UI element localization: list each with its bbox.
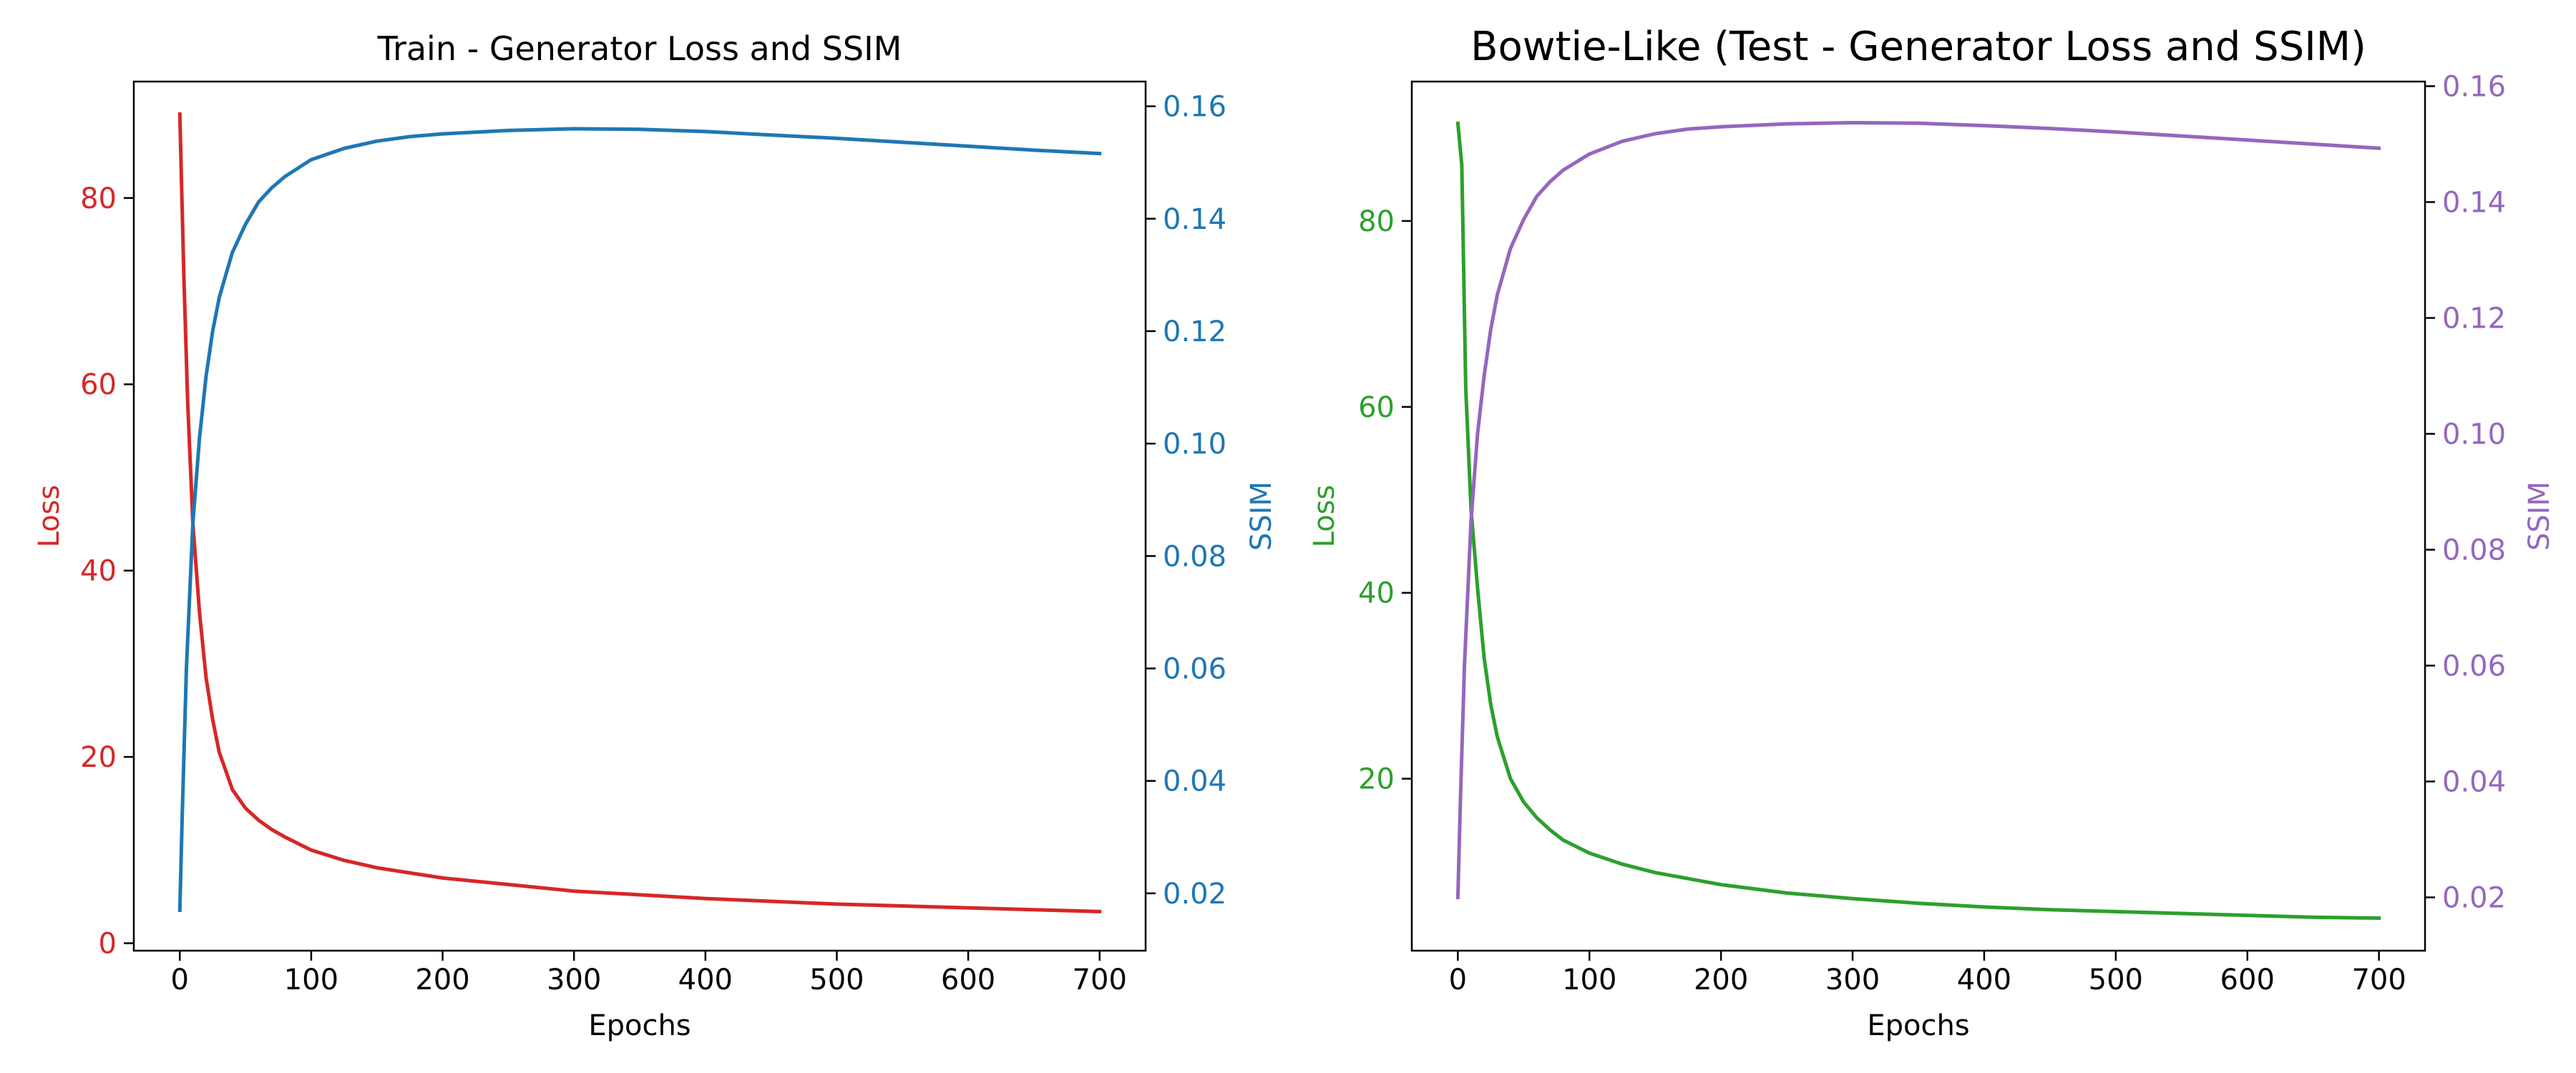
y-right-tick-label: 0.04 bbox=[1163, 765, 1226, 798]
y-right-tick-label: 0.10 bbox=[2442, 418, 2506, 451]
series-line-left-2 bbox=[1455, 121, 2381, 921]
x-tick-label: 200 bbox=[1694, 964, 1748, 996]
y-right-tick-label: 0.14 bbox=[2442, 186, 2506, 219]
x-axis-label: Epochs bbox=[588, 1009, 691, 1042]
plot-frame bbox=[1410, 80, 2426, 952]
chart-title: Bowtie-Like (Test - Generator Loss and S… bbox=[1470, 24, 2366, 70]
y-left-axis-label: Loss bbox=[1308, 485, 1341, 548]
x-tick-label: 400 bbox=[1957, 964, 2011, 996]
y-right-tick-label: 0.06 bbox=[2442, 650, 2506, 682]
x-tick-label: 300 bbox=[1825, 964, 1880, 996]
y-right-tick-label: 0.04 bbox=[2442, 765, 2506, 798]
y-left-axis-label: Loss bbox=[33, 485, 66, 548]
x-tick-label: 0 bbox=[171, 964, 189, 996]
x-tick-label: 100 bbox=[1562, 964, 1616, 996]
series-line-right-2 bbox=[1455, 121, 2381, 900]
x-tick-label: 400 bbox=[678, 964, 733, 996]
chart-1: 0 100 200 300 400 500 600 700 0 20 40 60 80 0.02 0.04 0… bbox=[33, 29, 1278, 1042]
y-left-tick-label: 80 bbox=[1358, 205, 1395, 238]
y-right-tick-label: 0.08 bbox=[2442, 534, 2506, 567]
x-tick-label: 0 bbox=[1449, 964, 1467, 996]
y-right-tick-label: 0.12 bbox=[2442, 302, 2506, 335]
y-right-tick-label: 0.02 bbox=[1163, 878, 1226, 911]
x-tick-label: 600 bbox=[2220, 964, 2275, 996]
series-line-left-1 bbox=[177, 112, 1102, 913]
x-axis-label: Epochs bbox=[1867, 1009, 1969, 1042]
y-right-tick-label: 0.14 bbox=[1163, 203, 1226, 236]
x-tick-label: 700 bbox=[2351, 964, 2406, 996]
y-right-tick-label: 0.08 bbox=[1163, 540, 1226, 573]
x-tick-label: 200 bbox=[415, 964, 469, 996]
y-left-tick-label: 60 bbox=[1358, 391, 1395, 424]
y-left-tick-label: 40 bbox=[1358, 577, 1395, 610]
plot-frame bbox=[132, 80, 1147, 952]
x-tick-label: 700 bbox=[1073, 964, 1127, 996]
y-right-tick-label: 0.06 bbox=[1163, 652, 1226, 685]
chart-2: 0 100 200 300 400 500 600 700 20 40 60 80 0.02 0.04 0.… bbox=[1308, 24, 2556, 1042]
y-left-tick-label: 80 bbox=[80, 182, 117, 215]
series-line-right-1 bbox=[177, 127, 1102, 912]
y-right-tick-label: 0.16 bbox=[2442, 70, 2506, 103]
y-left-tick-label: 60 bbox=[80, 368, 117, 401]
x-tick-label: 600 bbox=[941, 964, 995, 996]
y-right-axis-label: SSIM bbox=[1245, 481, 1278, 551]
x-tick-label: 300 bbox=[547, 964, 601, 996]
x-tick-label: 100 bbox=[284, 964, 338, 996]
y-left-tick-label: 20 bbox=[80, 741, 117, 774]
y-left-tick-label: 20 bbox=[1358, 763, 1395, 796]
y-right-tick-label: 0.16 bbox=[1163, 91, 1226, 124]
y-right-tick-label: 0.10 bbox=[1163, 428, 1226, 461]
y-left-tick-label: 0 bbox=[99, 928, 117, 961]
chart-title: Train - Generator Loss and SSIM bbox=[377, 29, 902, 68]
y-right-axis-label: SSIM bbox=[2523, 481, 2556, 551]
y-right-tick-label: 0.02 bbox=[2442, 881, 2506, 914]
x-tick-label: 500 bbox=[809, 964, 864, 996]
y-right-tick-label: 0.12 bbox=[1163, 315, 1226, 348]
x-tick-label: 500 bbox=[2089, 964, 2143, 996]
y-left-tick-label: 40 bbox=[80, 555, 117, 588]
